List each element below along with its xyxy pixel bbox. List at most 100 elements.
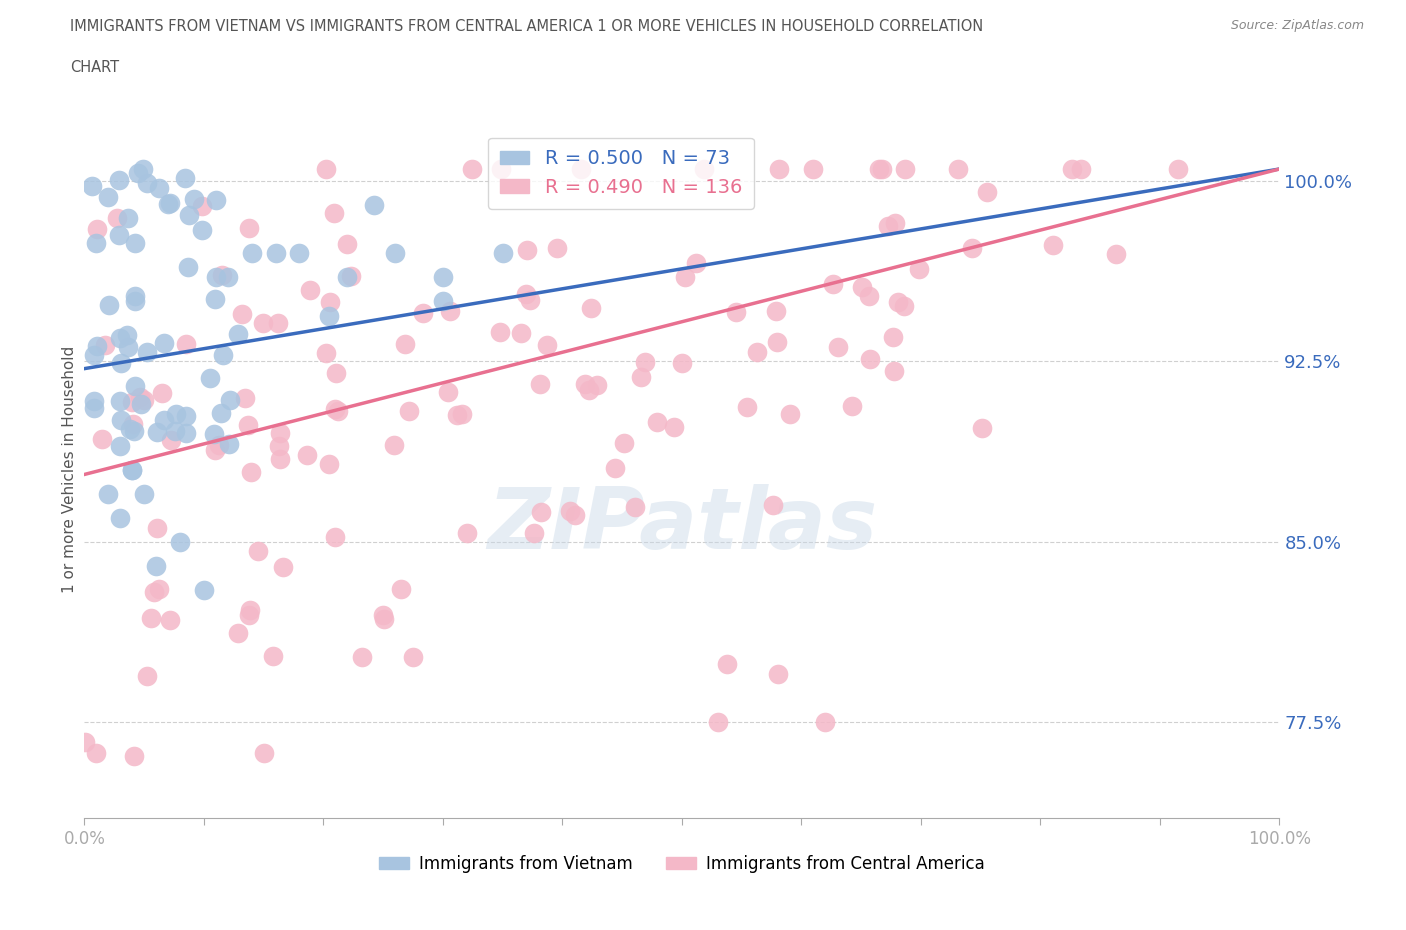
Point <box>724 304 747 319</box>
Legend: Immigrants from Vietnam, Immigrants from Central America: Immigrants from Vietnam, Immigrants from… <box>373 848 991 880</box>
Point <box>578 383 600 398</box>
Point <box>108 393 131 408</box>
Point <box>318 308 340 323</box>
Text: IMMIGRANTS FROM VIETNAM VS IMMIGRANTS FROM CENTRAL AMERICA 1 OR MORE VEHICLES IN: IMMIGRANTS FROM VIETNAM VS IMMIGRANTS FR… <box>70 19 984 33</box>
Point <box>205 270 228 285</box>
Point <box>191 223 214 238</box>
Point <box>886 295 908 310</box>
Point <box>323 529 346 544</box>
Point <box>124 289 146 304</box>
Point <box>960 241 983 256</box>
Point <box>142 584 165 599</box>
Point <box>908 262 931 277</box>
Point <box>613 436 636 451</box>
Point <box>122 423 145 438</box>
Point <box>624 499 647 514</box>
Point <box>569 162 592 177</box>
Point <box>328 404 350 418</box>
Point <box>240 464 263 479</box>
Point <box>461 162 484 177</box>
Point <box>1070 162 1092 177</box>
Point <box>574 377 596 392</box>
Point <box>766 667 789 682</box>
Point <box>163 423 186 438</box>
Point <box>110 438 132 453</box>
Point <box>124 293 146 308</box>
Point <box>319 294 342 309</box>
Point <box>121 417 143 432</box>
Point <box>174 409 197 424</box>
Point <box>204 291 226 306</box>
Point <box>586 378 609 392</box>
Point <box>108 330 131 345</box>
Point <box>536 338 558 352</box>
Point <box>766 334 789 349</box>
Point <box>118 421 141 436</box>
Point <box>269 426 291 441</box>
Point <box>238 418 260 432</box>
Point <box>389 581 412 596</box>
Point <box>174 425 197 440</box>
Point <box>110 511 132 525</box>
Point <box>110 413 132 428</box>
Point <box>233 391 256 405</box>
Point <box>882 329 904 344</box>
Point <box>779 406 801 421</box>
Point <box>851 279 873 294</box>
Point <box>325 365 347 380</box>
Point <box>97 486 120 501</box>
Point <box>516 243 538 258</box>
Point <box>108 172 131 187</box>
Point <box>510 326 533 340</box>
Point <box>86 339 108 353</box>
Point <box>398 404 420 418</box>
Point <box>436 385 458 400</box>
Point <box>131 162 153 177</box>
Point <box>160 432 183 447</box>
Point <box>645 414 668 429</box>
Point <box>73 735 96 750</box>
Point <box>139 611 162 626</box>
Point <box>801 162 824 177</box>
Point <box>135 176 157 191</box>
Point <box>212 348 235 363</box>
Point <box>159 613 181 628</box>
Point <box>288 246 311 260</box>
Point <box>132 486 156 501</box>
Point <box>402 650 425 665</box>
Point <box>80 179 103 193</box>
Point <box>169 535 191 550</box>
Point <box>673 270 696 285</box>
Point <box>273 560 295 575</box>
Point <box>439 303 461 318</box>
Point <box>124 379 146 393</box>
Point <box>218 436 240 451</box>
Point <box>634 355 657 370</box>
Point <box>117 210 139 225</box>
Point <box>946 162 969 177</box>
Point <box>336 236 359 251</box>
Point <box>432 294 454 309</box>
Point <box>765 304 787 319</box>
Point <box>295 447 318 462</box>
Point <box>523 525 546 540</box>
Point <box>124 235 146 250</box>
Point <box>98 298 121 312</box>
Point <box>323 206 346 220</box>
Point <box>238 220 260 235</box>
Point <box>253 746 276 761</box>
Point <box>153 413 176 428</box>
Point <box>204 193 226 207</box>
Point <box>546 241 568 256</box>
Point <box>200 370 222 385</box>
Point <box>814 715 837 730</box>
Point <box>325 402 347 417</box>
Point <box>174 337 197 352</box>
Point <box>450 406 472 421</box>
Point <box>165 406 187 421</box>
Point <box>340 269 363 284</box>
Point <box>841 399 863 414</box>
Point <box>267 315 290 330</box>
Point <box>228 326 250 341</box>
Point <box>1060 162 1083 177</box>
